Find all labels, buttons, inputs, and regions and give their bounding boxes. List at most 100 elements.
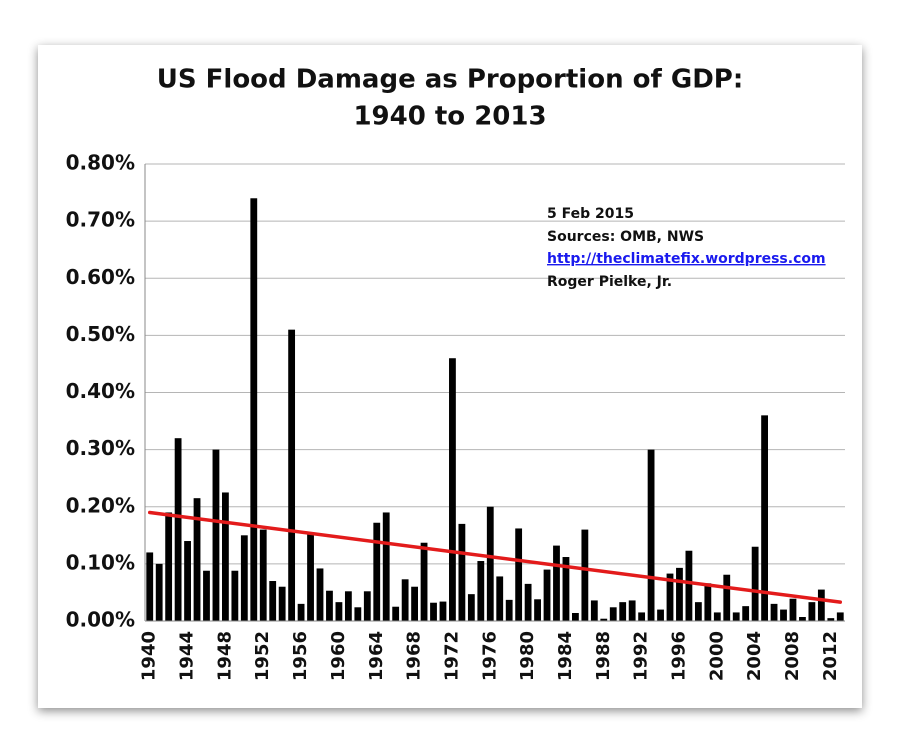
x-tick-label: 1988 (593, 631, 614, 681)
bar (543, 569, 551, 621)
bar (288, 329, 296, 621)
bar (657, 609, 664, 621)
annotation: 5 Feb 2015 (547, 206, 634, 222)
bar (534, 599, 541, 621)
bar (174, 438, 182, 621)
bar (676, 567, 683, 621)
bar (278, 586, 286, 621)
x-tick-label: 1940 (139, 631, 160, 681)
bar (467, 594, 475, 621)
chart-title: 1940 to 2013 (353, 102, 546, 132)
bar (694, 602, 702, 621)
y-tick-label: 0.00% (66, 608, 135, 632)
bar (713, 612, 721, 621)
bar (817, 589, 825, 621)
bar (420, 542, 428, 621)
bar (259, 529, 267, 621)
bar (553, 545, 560, 621)
bar (344, 591, 352, 621)
bar (704, 583, 712, 621)
bar (666, 573, 674, 621)
bar (590, 600, 598, 621)
bar (430, 602, 437, 621)
x-tick-label: 2008 (782, 631, 803, 681)
bar (326, 590, 333, 621)
bar (354, 607, 362, 621)
x-tick-label: 1952 (252, 631, 273, 681)
x-tick-label: 1972 (441, 631, 462, 681)
bar (155, 563, 163, 621)
x-tick-label: 1980 (517, 631, 538, 681)
bar (212, 449, 220, 621)
x-tick-label: 1996 (668, 631, 689, 681)
bar (619, 602, 627, 621)
y-tick-label: 0.70% (66, 208, 135, 232)
bar (628, 600, 636, 621)
bar (609, 607, 617, 621)
bar (335, 602, 343, 621)
bar (411, 586, 418, 621)
y-tick-label: 0.10% (66, 550, 135, 574)
bar (477, 561, 485, 621)
y-tick-label: 0.80% (66, 151, 135, 175)
x-tick-label: 1944 (177, 631, 198, 681)
bar (240, 535, 248, 621)
x-tick-label: 1964 (366, 631, 387, 681)
bar (231, 570, 239, 621)
bar (382, 512, 390, 621)
x-tick-label: 1992 (631, 631, 652, 681)
annotation: Sources: OMB, NWS (547, 229, 704, 245)
bar (742, 606, 750, 621)
x-tick-label: 1956 (290, 631, 311, 681)
bar (486, 506, 494, 621)
bar (647, 449, 655, 621)
bar (780, 609, 787, 621)
y-tick-label: 0.50% (66, 322, 135, 346)
bar (600, 618, 608, 621)
bar (515, 528, 523, 621)
bar (307, 532, 314, 621)
bar (562, 557, 570, 621)
bar (401, 579, 409, 621)
x-tick-label: 1968 (404, 631, 425, 681)
y-tick-label: 0.20% (66, 493, 135, 517)
bar (572, 613, 579, 621)
bar (836, 612, 844, 621)
bar (250, 198, 258, 621)
bar (269, 581, 277, 621)
x-tick-label: 1976 (479, 631, 500, 681)
y-tick-label: 0.60% (66, 265, 135, 289)
bar (751, 546, 759, 621)
y-tick-label: 0.30% (66, 436, 135, 460)
bar (827, 618, 835, 621)
bar (799, 617, 806, 621)
bar (193, 498, 201, 621)
bar (439, 601, 447, 621)
bar (685, 550, 693, 621)
x-tick-label: 1984 (555, 631, 576, 681)
bar (732, 612, 740, 621)
bar (222, 492, 229, 621)
x-tick-label: 1960 (328, 631, 349, 681)
bar (723, 574, 731, 621)
x-tick-label: 2012 (820, 631, 841, 681)
bar (184, 541, 191, 621)
bar (392, 606, 400, 621)
x-tick-label: 2004 (744, 631, 765, 681)
annotation: Roger Pielke, Jr. (547, 274, 672, 290)
bar (496, 576, 504, 621)
bar (458, 523, 466, 621)
bar (363, 591, 371, 621)
source-link[interactable]: http://theclimatefix.wordpress.com (547, 251, 826, 267)
chart-title: US Flood Damage as Proportion of GDP: (157, 65, 744, 95)
bar (770, 603, 778, 621)
x-tick-label: 1948 (214, 631, 235, 681)
bar (505, 599, 513, 621)
bar (524, 583, 532, 621)
bar (165, 512, 173, 621)
bar (316, 568, 324, 621)
bar (581, 529, 589, 621)
bar (146, 552, 154, 621)
